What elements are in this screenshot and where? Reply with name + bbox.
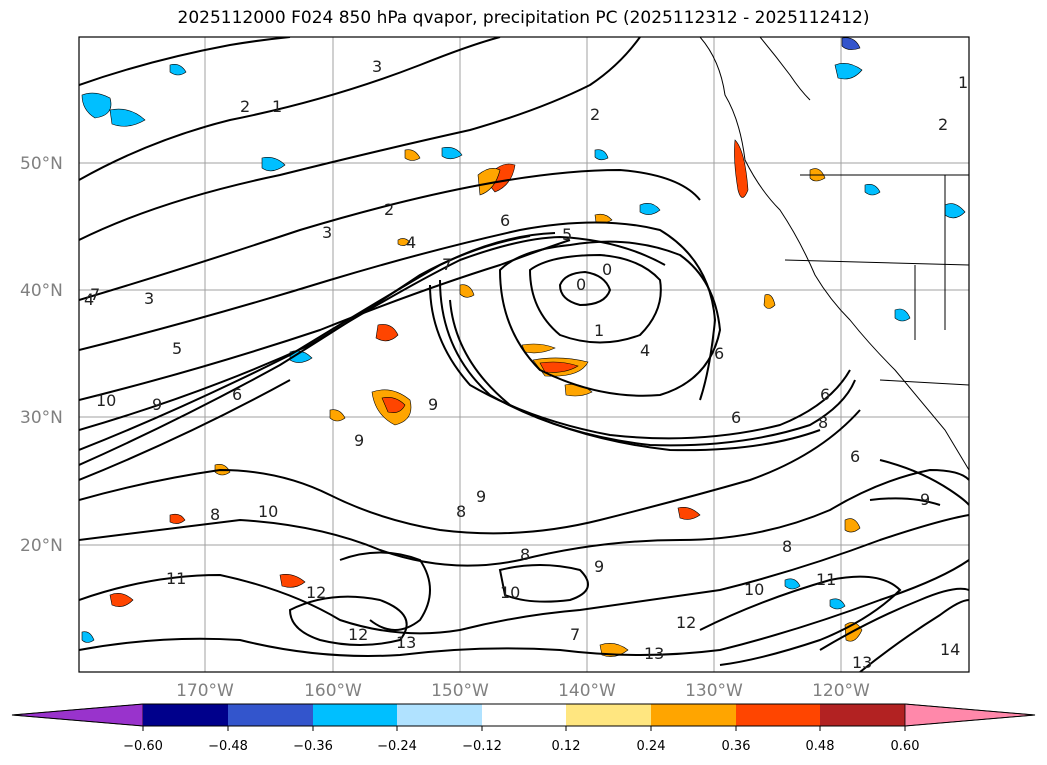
plot-frame bbox=[78, 36, 970, 673]
colorbar-segment bbox=[820, 704, 905, 726]
contour-label: 2 bbox=[938, 115, 948, 134]
colorbar-tick-label: 0.48 bbox=[806, 739, 835, 754]
contour-label: 8 bbox=[520, 545, 530, 564]
qvapor-contours bbox=[79, 37, 969, 672]
contour-label: 3 bbox=[144, 289, 154, 308]
contour-label: 7 bbox=[570, 625, 580, 644]
colorbar-tick-label: −0.24 bbox=[377, 739, 417, 754]
colorbar-segment bbox=[143, 704, 228, 726]
colorbar-segment bbox=[313, 704, 397, 726]
contour-label: 11 bbox=[166, 569, 186, 588]
lon-label: 160°W bbox=[304, 681, 362, 701]
colorbar-tick-label: −0.36 bbox=[293, 739, 333, 754]
contour-label: 4 bbox=[84, 290, 94, 309]
contour-label: 10 bbox=[744, 580, 764, 599]
contour-label: 9 bbox=[476, 487, 486, 506]
contour-label: 8 bbox=[210, 505, 220, 524]
contour-label: 12 bbox=[306, 583, 326, 602]
contour-label-group: 2 1 3 2 1 2 2 3 4 6 5 7 0 0 1 4 6 6 7 5 … bbox=[84, 57, 968, 672]
contour-label: 13 bbox=[852, 653, 872, 672]
contour-label: 13 bbox=[644, 644, 664, 663]
coastlines bbox=[699, 37, 969, 471]
colorbar-segment bbox=[904, 703, 1036, 727]
contour-label: 13 bbox=[396, 633, 416, 652]
contour-label: 1 bbox=[958, 73, 968, 92]
contour-label: 9 bbox=[354, 431, 364, 450]
colorbar-tick-label: −0.60 bbox=[123, 739, 163, 754]
contour-label: 12 bbox=[348, 625, 368, 644]
lat-label: 40°N bbox=[20, 281, 63, 301]
contour-label: 5 bbox=[172, 339, 182, 358]
contour-label: 8 bbox=[456, 502, 466, 521]
contour-label: 6 bbox=[500, 211, 510, 230]
contour-label: 5 bbox=[562, 225, 572, 244]
colorbar-segment bbox=[397, 704, 482, 726]
contour-label: 6 bbox=[714, 344, 724, 363]
contour-label: 7 bbox=[90, 285, 100, 304]
lat-label: 30°N bbox=[20, 408, 63, 428]
contour-label: 8 bbox=[818, 413, 828, 432]
colorbar-tick-label: 0.60 bbox=[891, 739, 920, 754]
contour-label: 3 bbox=[372, 57, 382, 76]
colorbar: −0.60 −0.48 −0.36 −0.24 −0.12 0.12 0.24 … bbox=[11, 703, 1036, 754]
plot-area: 2 1 3 2 1 2 2 3 4 6 5 7 0 0 1 4 6 6 7 5 … bbox=[79, 37, 969, 672]
colorbar-segment bbox=[566, 704, 651, 726]
contour-label: 14 bbox=[940, 640, 960, 659]
colorbar-segment bbox=[651, 704, 736, 726]
lat-label: 20°N bbox=[20, 536, 63, 556]
lon-label: 120°W bbox=[812, 681, 870, 701]
contour-label: 9 bbox=[428, 395, 438, 414]
lat-label: 50°N bbox=[20, 154, 63, 174]
graticule-grid bbox=[79, 37, 969, 672]
contour-label: 8 bbox=[782, 537, 792, 556]
contour-label: 4 bbox=[406, 233, 416, 252]
contour-label: 12 bbox=[676, 613, 696, 632]
contour-label: 10 bbox=[500, 583, 520, 602]
latitude-labels: 50°N 40°N 30°N 20°N bbox=[20, 154, 63, 556]
lon-label: 130°W bbox=[685, 681, 743, 701]
contour-label: 0 bbox=[602, 260, 612, 279]
lon-label: 150°W bbox=[431, 681, 489, 701]
colorbar-segment bbox=[228, 704, 313, 726]
colorbar-tick-label: −0.48 bbox=[208, 739, 248, 754]
contour-label: 4 bbox=[640, 341, 650, 360]
lon-label: 140°W bbox=[558, 681, 616, 701]
longitude-labels: 170°W 160°W 150°W 140°W 130°W 120°W bbox=[176, 681, 870, 701]
colorbar-segment bbox=[736, 704, 820, 726]
contour-label: 10 bbox=[258, 502, 278, 521]
contour-label: 2 bbox=[384, 200, 394, 219]
contour-label: 7 bbox=[442, 255, 452, 274]
colorbar-tick-label: 0.24 bbox=[637, 739, 666, 754]
contour-label: 6 bbox=[850, 447, 860, 466]
contour-label: 9 bbox=[152, 395, 162, 414]
colorbar-tick-label: 0.12 bbox=[552, 739, 581, 754]
colorbar-tick-label: 0.36 bbox=[722, 739, 751, 754]
contour-label: 9 bbox=[920, 490, 930, 509]
contour-label: 11 bbox=[816, 570, 836, 589]
map-title: 2025112000 F024 850 hPa qvapor, precipit… bbox=[177, 8, 870, 28]
lon-label: 170°W bbox=[176, 681, 234, 701]
contour-label: 6 bbox=[820, 385, 830, 404]
contour-label: 1 bbox=[272, 97, 282, 116]
contour-label: 10 bbox=[96, 391, 116, 410]
contour-label: 2 bbox=[590, 105, 600, 124]
contour-label: 1 bbox=[594, 321, 604, 340]
contour-label: 6 bbox=[731, 408, 741, 427]
contour-label: 3 bbox=[322, 223, 332, 242]
contour-label: 9 bbox=[594, 557, 604, 576]
contour-label: 2 bbox=[240, 97, 250, 116]
colorbar-tick-label: −0.12 bbox=[462, 739, 502, 754]
contour-label: 6 bbox=[232, 385, 242, 404]
colorbar-segment bbox=[482, 704, 566, 726]
colorbar-segment bbox=[11, 703, 144, 727]
contour-label: 0 bbox=[576, 275, 586, 294]
